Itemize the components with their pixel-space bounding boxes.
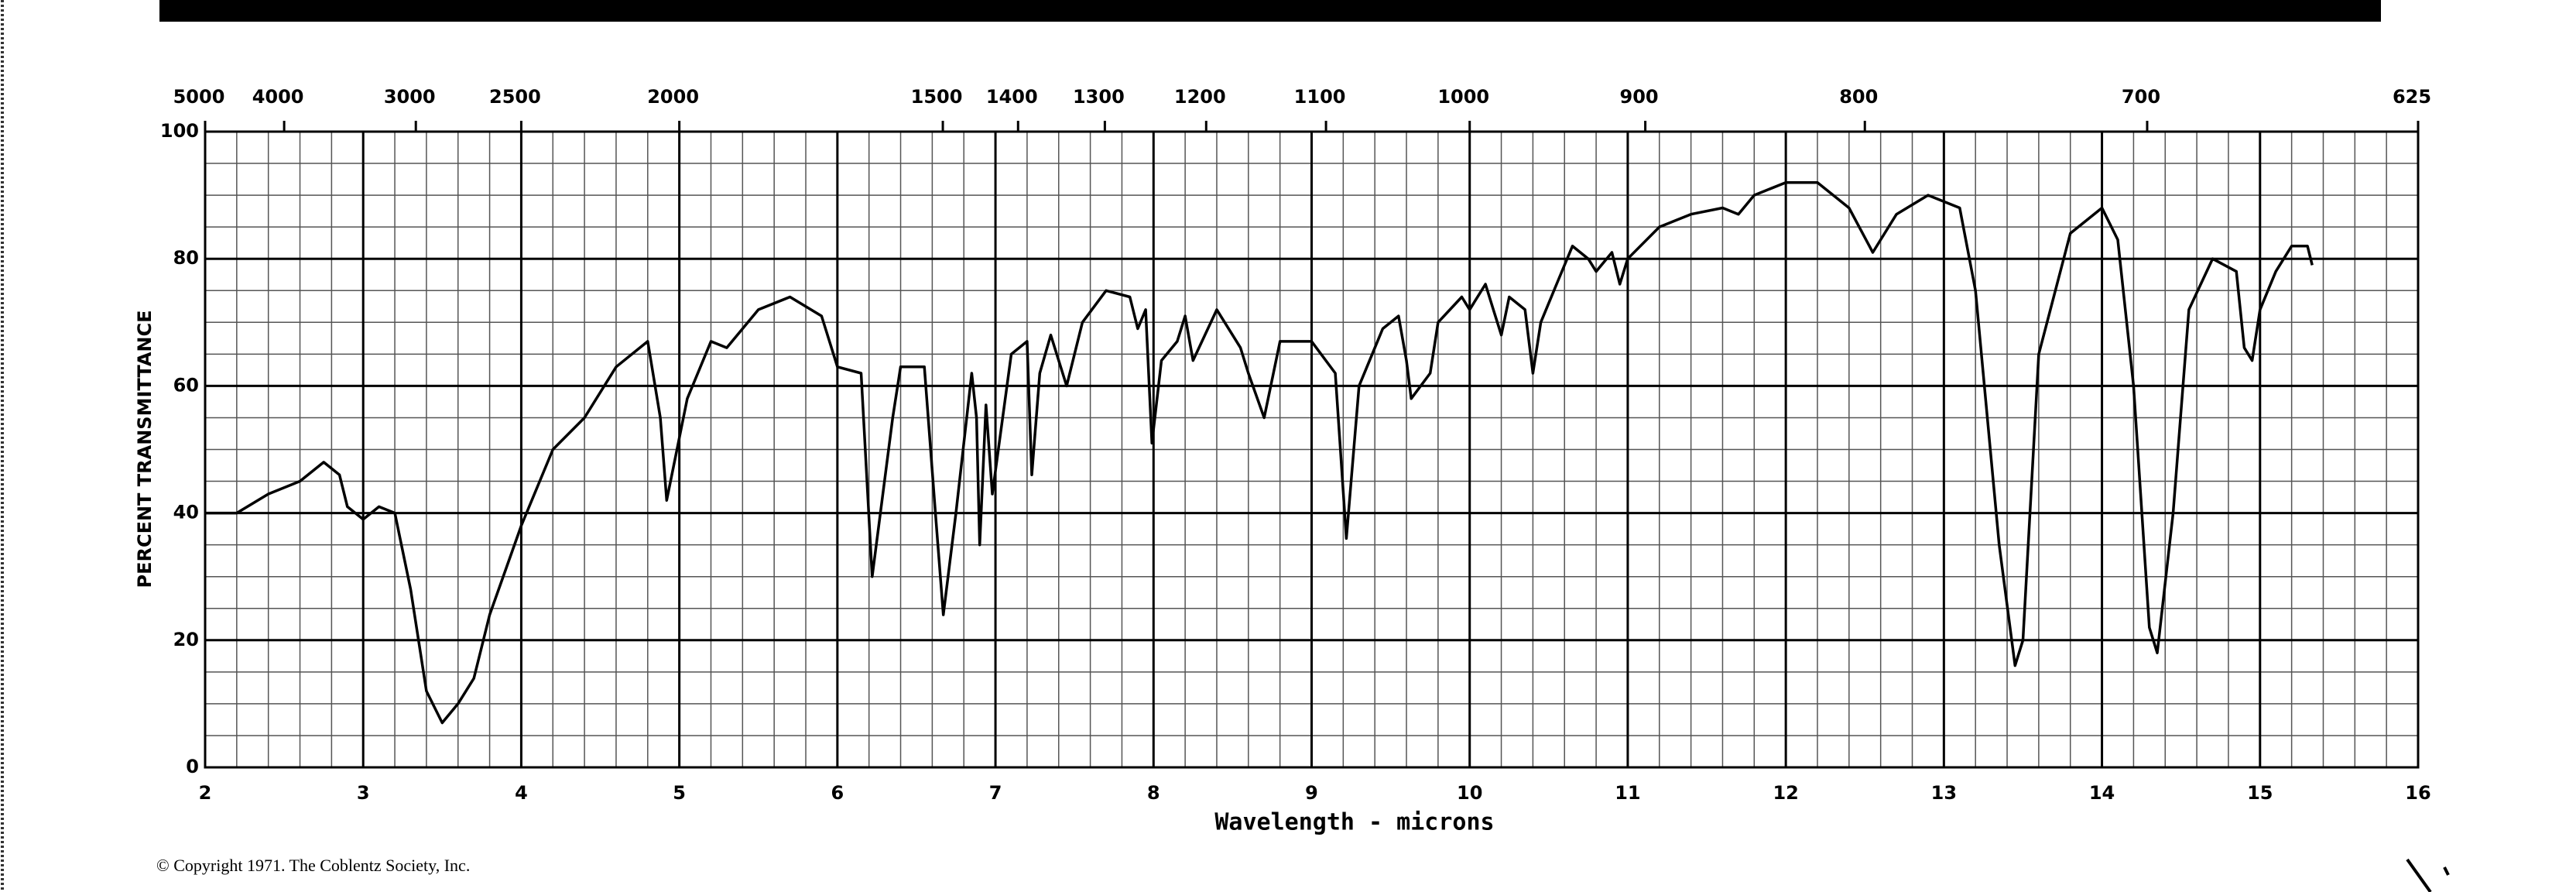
x2-tick-label: 4000	[252, 86, 304, 108]
y-axis-label: PERCENT TRANSMITTANCE	[134, 310, 156, 588]
x-axis-label: Wavelength - microns	[1214, 809, 1494, 836]
x-tick-label: 10	[1457, 782, 1482, 804]
x-tick-label: 11	[1615, 782, 1640, 804]
x-tick-label: 5	[673, 782, 686, 804]
x2-tick-label: 800	[1839, 86, 1878, 108]
x2-tick-label: 1500	[911, 86, 963, 108]
x2-tick-label: 625	[2393, 86, 2431, 108]
x-tick-label: 14	[2089, 782, 2115, 804]
y-tick-label: 20	[173, 629, 199, 650]
x2-tick-label: 1200	[1174, 86, 1226, 108]
x2-tick-label: 1300	[1073, 86, 1125, 108]
top-bar	[159, 0, 2381, 22]
x2-tick-label: 1100	[1294, 86, 1346, 108]
footer: © Copyright 1971. The Coblentz Society, …	[156, 856, 470, 875]
y-tick-label: 0	[186, 756, 199, 777]
x2-tick-label: 2500	[489, 86, 541, 108]
x-tick-label: 3	[357, 782, 370, 804]
plot-frame	[204, 130, 2420, 769]
x-tick-label: 8	[1147, 782, 1160, 804]
x-tick-label: 6	[831, 782, 844, 804]
x-tick-label: 12	[1773, 782, 1798, 804]
y-tick-label: 60	[173, 374, 199, 396]
y-tick-label: 100	[160, 120, 199, 142]
x2-tick-label: 900	[1620, 86, 1659, 108]
x2-tick-label: 5000	[173, 86, 225, 108]
corner-mark	[2406, 858, 2450, 892]
x2-tick-label: 700	[2122, 86, 2160, 108]
x2-tick-label: 1400	[986, 86, 1038, 108]
x-tick-label: 16	[2405, 782, 2430, 804]
x-tick-label: 4	[515, 782, 528, 804]
x2-tick-label: 1000	[1437, 86, 1489, 108]
x2-tick-label: 2000	[647, 86, 699, 108]
x-tick-label: 9	[1305, 782, 1318, 804]
y-tick-label: 40	[173, 502, 199, 523]
x-tick-label: 7	[989, 782, 1002, 804]
x-tick-label: 13	[1931, 782, 1957, 804]
x-tick-label: 2	[199, 782, 212, 804]
x-tick-label: 15	[2247, 782, 2273, 804]
spectrum-line	[205, 180, 2314, 725]
y-tick-label: 80	[173, 247, 199, 269]
x2-tick-label: 3000	[384, 86, 436, 108]
